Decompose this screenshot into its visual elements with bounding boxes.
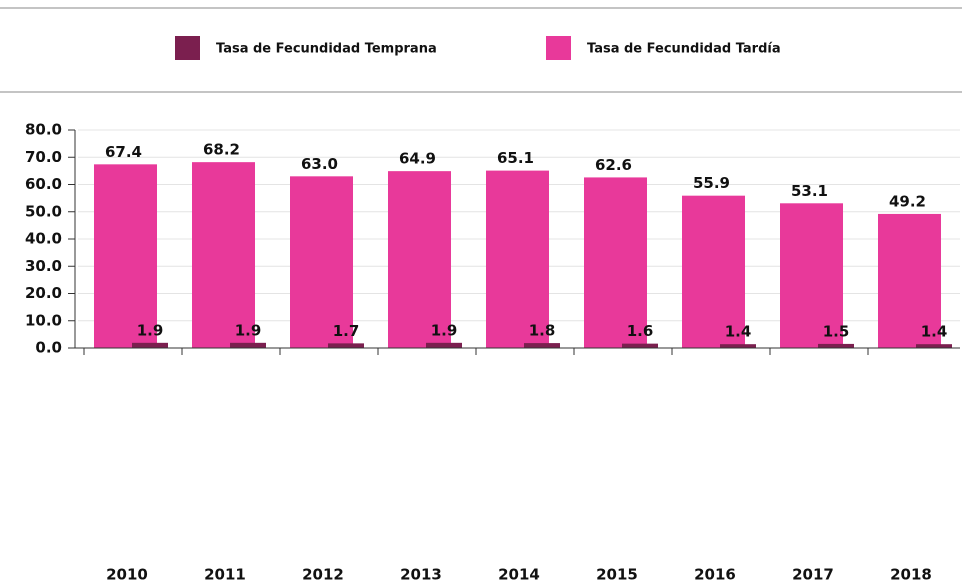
value-label: 1.4 <box>921 323 948 341</box>
y-tick-label: 50.0 <box>25 202 62 220</box>
value-label: 65.1 <box>497 149 534 167</box>
y-tick-label: 30.0 <box>25 257 62 275</box>
value-label: 1.5 <box>823 322 850 340</box>
bar <box>584 177 647 348</box>
value-label: 62.6 <box>595 156 632 174</box>
x-tick-label: 2011 <box>204 566 246 584</box>
bar <box>230 342 266 348</box>
value-label: 55.9 <box>693 174 730 192</box>
value-label: 67.4 <box>105 143 142 161</box>
bar <box>780 203 843 348</box>
bar <box>328 343 364 348</box>
value-label: 1.8 <box>529 322 556 340</box>
value-label: 63.0 <box>301 155 338 173</box>
bar <box>192 162 255 348</box>
y-tick-label: 0.0 <box>35 339 62 357</box>
bar <box>388 171 451 348</box>
y-tick-label: 70.0 <box>25 148 62 166</box>
x-tick-label: 2014 <box>498 566 540 584</box>
legend-label: Tasa de Fecundidad Temprana <box>216 42 437 57</box>
x-tick-label: 2012 <box>302 566 344 584</box>
value-label: 68.2 <box>203 141 240 159</box>
bar <box>818 343 854 348</box>
value-label: 1.7 <box>333 322 360 340</box>
bar <box>524 343 560 348</box>
y-tick-label: 20.0 <box>25 284 62 302</box>
value-label: 64.9 <box>399 150 436 168</box>
bar <box>132 342 168 348</box>
bar <box>720 344 756 348</box>
bar <box>682 195 745 348</box>
bar <box>916 344 952 348</box>
value-label: 1.4 <box>725 323 752 341</box>
value-label: 1.9 <box>431 321 458 339</box>
value-label: 49.2 <box>889 192 926 210</box>
x-tick-label: 2015 <box>596 566 638 584</box>
bar <box>486 170 549 348</box>
x-tick-label: 2010 <box>106 566 148 584</box>
y-tick-label: 40.0 <box>25 230 62 248</box>
x-tick-label: 2013 <box>400 566 442 584</box>
bar <box>878 213 941 348</box>
y-tick-label: 10.0 <box>25 311 62 329</box>
legend-swatch <box>175 36 200 60</box>
bar <box>426 342 462 348</box>
value-label: 1.9 <box>235 321 262 339</box>
bar <box>290 176 353 348</box>
y-tick-label: 80.0 <box>25 121 62 139</box>
x-tick-label: 2017 <box>792 566 834 584</box>
value-label: 53.1 <box>791 182 828 200</box>
x-tick-label: 2016 <box>694 566 736 584</box>
bar <box>622 343 658 348</box>
y-tick-label: 60.0 <box>25 175 62 193</box>
bar <box>94 164 157 348</box>
value-label: 1.6 <box>627 322 654 340</box>
value-label: 1.9 <box>137 321 164 339</box>
legend-swatch <box>546 36 571 60</box>
x-tick-label: 2018 <box>890 566 932 584</box>
legend-label: Tasa de Fecundidad Tardía <box>587 42 781 57</box>
